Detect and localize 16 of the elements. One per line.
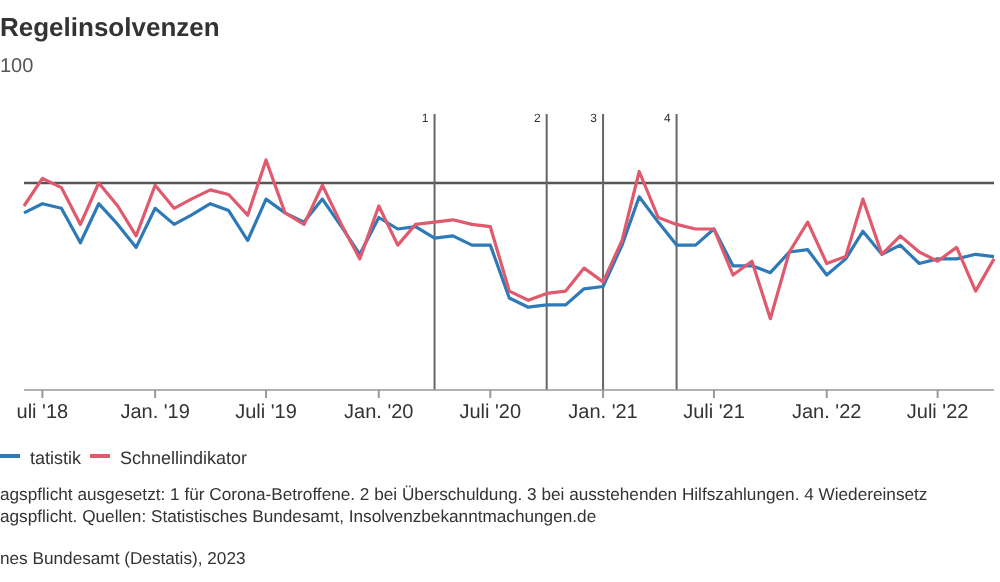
x-tick-label: Jan. '19 bbox=[120, 402, 191, 424]
x-tick-label: Jan. '22 bbox=[792, 402, 863, 424]
legend-label: tatistik bbox=[30, 448, 83, 468]
x-tick-label: Jan. '20 bbox=[344, 402, 415, 424]
legend-label: Schnellindikator bbox=[120, 448, 248, 468]
x-tick-label: Juli '22 bbox=[906, 402, 970, 424]
x-tick-label: Juli '19 bbox=[235, 402, 298, 424]
x-tick-label: Juli '21 bbox=[683, 402, 746, 424]
x-tick-label: Jan. '21 bbox=[568, 402, 639, 424]
text: agspflicht. Quellen: Statistisches Bundesamt, Insolvenzbekanntmachungen.de bbox=[0, 506, 597, 526]
x-tick-label: uli '18 bbox=[16, 402, 70, 424]
text: agspflicht ausgesetzt: 1 für Corona-Betroffene. 2 bei Überschuldung. 3 bei ausstehenden Hilfszahlungen. 4 Wiedereinsetz bbox=[0, 484, 928, 504]
chart-subtitle: 100 bbox=[0, 56, 35, 78]
text: nes Bundesamt (Destatis), 2023 bbox=[0, 548, 246, 568]
chart-title: Regelinsolvenzen bbox=[0, 12, 220, 42]
x-tick-label: Juli '20 bbox=[459, 402, 522, 424]
